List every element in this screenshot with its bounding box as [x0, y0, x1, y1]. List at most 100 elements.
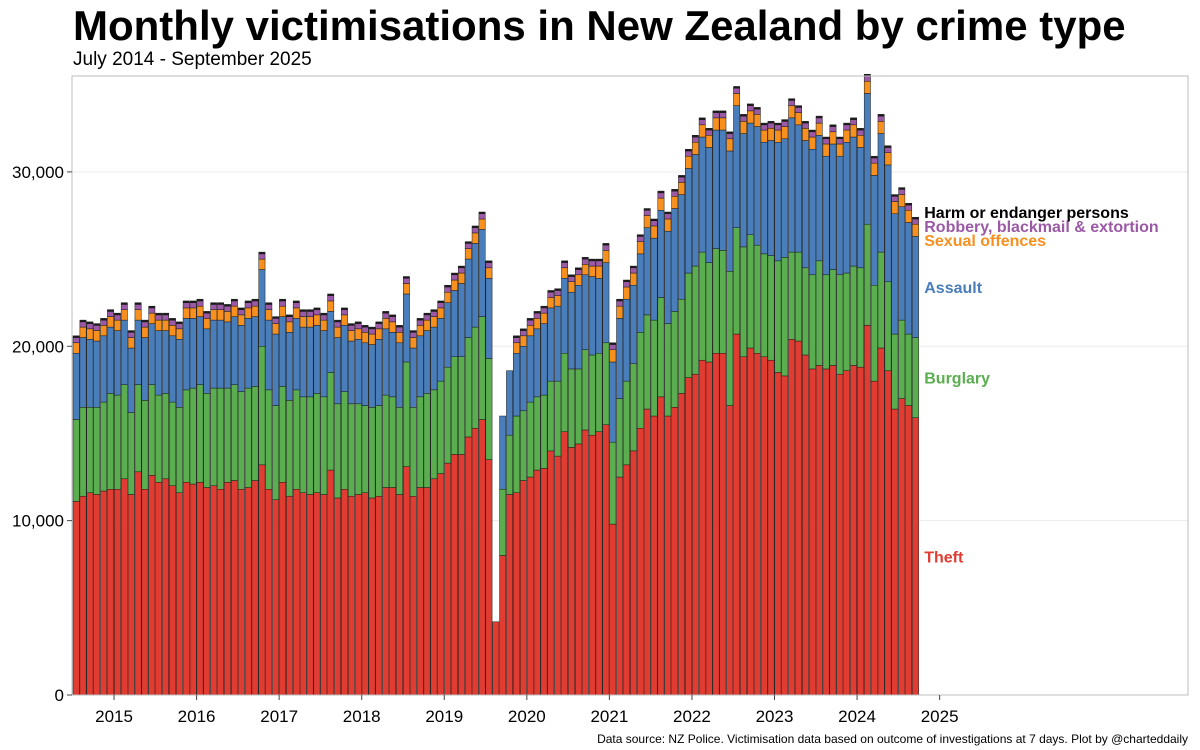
- bar-segment: [664, 230, 672, 324]
- bar-segment: [836, 155, 844, 276]
- bar-stack: [650, 218, 658, 696]
- bar-segment: [354, 323, 362, 330]
- bar-stack: [334, 319, 341, 696]
- bar-segment: [616, 318, 624, 399]
- bar-stack: [120, 302, 128, 696]
- bar-stack: [341, 307, 348, 696]
- bar-segment: [478, 316, 486, 420]
- bar-segment: [733, 105, 741, 228]
- bar-segment: [464, 248, 472, 260]
- bar-stack: [698, 117, 706, 696]
- bar-segment: [354, 321, 362, 324]
- bar-stack: [327, 293, 335, 696]
- bar-segment: [870, 157, 878, 164]
- bar-segment: [286, 314, 293, 317]
- bar-segment: [850, 136, 857, 267]
- bar-segment: [760, 142, 768, 255]
- bar-segment: [513, 342, 520, 354]
- bar-segment: [760, 129, 768, 143]
- bar-segment: [788, 98, 796, 101]
- x-tick-label: 2020: [508, 707, 546, 726]
- bar-segment: [795, 251, 802, 342]
- bar-segment: [224, 311, 231, 323]
- bar-stack: [299, 309, 307, 696]
- bar-segment: [127, 412, 135, 495]
- bar-segment: [299, 396, 307, 493]
- bar-segment: [148, 312, 156, 324]
- bar-segment: [753, 107, 761, 110]
- bar-segment: [79, 326, 87, 338]
- bar-segment: [774, 372, 782, 696]
- bar-stack: [802, 121, 809, 696]
- bar-segment: [79, 321, 87, 328]
- bar-segment: [857, 366, 864, 696]
- bar-segment: [409, 495, 417, 696]
- bar-segment: [650, 220, 658, 227]
- bar-segment: [746, 234, 754, 349]
- bar-segment: [79, 407, 87, 497]
- bar-segment: [189, 300, 197, 303]
- bar-segment: [650, 218, 658, 221]
- bar-stack: [774, 122, 782, 696]
- bar-segment: [100, 335, 108, 403]
- bar-segment: [189, 307, 197, 319]
- bar-segment: [389, 321, 397, 333]
- bar-segment: [224, 482, 231, 696]
- bar-stack: [657, 190, 665, 696]
- bar-stack: [595, 258, 603, 696]
- bar-segment: [829, 365, 837, 696]
- bar-segment: [519, 346, 527, 412]
- bar-segment: [671, 190, 679, 197]
- bar-segment: [134, 471, 142, 696]
- bar-stack: [93, 323, 101, 696]
- bar-segment: [519, 335, 527, 347]
- bar-segment: [141, 319, 149, 323]
- bar-segment: [155, 319, 163, 331]
- bar-segment: [753, 108, 761, 115]
- bar-segment: [877, 114, 885, 117]
- bar-segment: [533, 469, 541, 696]
- bar-segment: [306, 311, 314, 317]
- bar-stack: [513, 335, 520, 696]
- bar-segment: [141, 489, 149, 696]
- bar-stack: [141, 319, 149, 696]
- bar-segment: [774, 122, 782, 126]
- bar-segment: [279, 316, 286, 387]
- bar-stack: [581, 257, 589, 696]
- bar-stack: [444, 284, 452, 696]
- x-tick-label: 2024: [838, 707, 876, 726]
- bar-segment: [272, 318, 280, 324]
- bar-segment: [726, 150, 734, 272]
- bar-segment: [746, 110, 754, 124]
- bar-segment: [581, 349, 589, 431]
- bar-segment: [409, 407, 417, 497]
- bar-stack: [100, 318, 108, 696]
- bar-segment: [581, 274, 589, 351]
- bar-segment: [685, 155, 692, 169]
- bar-stack: [485, 260, 493, 696]
- bar-segment: [251, 386, 259, 481]
- bar-stack: [850, 117, 857, 696]
- bar-segment: [650, 415, 658, 696]
- bar-segment: [554, 305, 562, 382]
- bar-segment: [272, 323, 280, 335]
- bar-segment: [368, 407, 376, 499]
- bar-stack: [568, 274, 575, 696]
- bar-segment: [375, 339, 383, 406]
- series-label: Robbery, blackmail & extortion: [924, 219, 1158, 236]
- bar-stack: [891, 194, 899, 696]
- bar-segment: [162, 330, 169, 394]
- bar-segment: [595, 352, 603, 432]
- bar-segment: [905, 210, 913, 223]
- bar-segment: [237, 325, 245, 392]
- bar-segment: [320, 396, 328, 495]
- bar-segment: [416, 318, 424, 321]
- bar-segment: [492, 621, 500, 696]
- bar-segment: [898, 398, 906, 696]
- bar-segment: [175, 323, 183, 330]
- bar-segment: [389, 487, 397, 696]
- bar-segment: [127, 332, 135, 338]
- bar-segment: [822, 143, 830, 157]
- bar-segment: [279, 305, 286, 317]
- bar-segment: [705, 129, 713, 136]
